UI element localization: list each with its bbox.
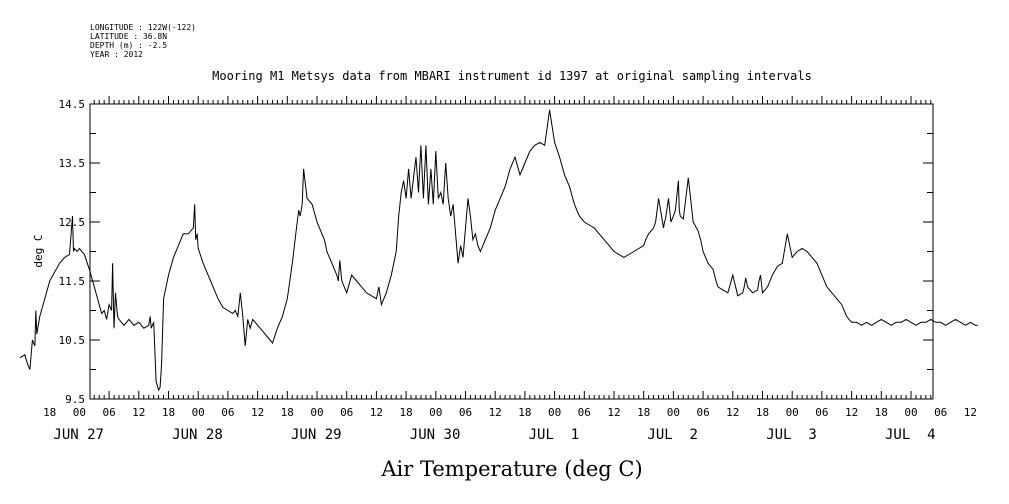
- y-tick-label: 14.5: [59, 98, 86, 111]
- x-hour-label: 18: [518, 406, 531, 419]
- x-axis-label: Air Temperature (deg C): [380, 457, 642, 481]
- metadata-block: LONGITUDE : 122W(-122) LATITUDE : 36.8N …: [90, 23, 196, 59]
- y-axis: 9.510.511.512.513.514.5: [59, 98, 933, 406]
- x-hour-label: 12: [251, 406, 264, 419]
- x-date-label: JUL 2: [647, 427, 698, 443]
- x-hour-label: 12: [370, 406, 383, 419]
- x-hour-label: 18: [281, 406, 294, 419]
- series-line: [19, 109, 978, 392]
- x-hour-label: 06: [815, 406, 828, 419]
- x-hour-label: 12: [132, 406, 145, 419]
- x-hour-label: 18: [637, 406, 650, 419]
- chart-title: Mooring M1 Metsys data from MBARI instru…: [212, 69, 812, 83]
- x-hour-label: 06: [696, 406, 709, 419]
- x-hour-label: 12: [964, 406, 977, 419]
- y-axis-label: deg C: [32, 234, 45, 267]
- x-hour-label: 00: [429, 406, 442, 419]
- x-hour-label: 06: [221, 406, 234, 419]
- longitude-text: LONGITUDE : 122W(-122): [90, 23, 196, 32]
- x-hour-label: 00: [548, 406, 561, 419]
- y-tick-label: 11.5: [59, 275, 86, 288]
- x-date-label: JUN 27: [53, 427, 104, 443]
- depth-text: DEPTH (m) : -2.5: [90, 41, 168, 50]
- y-tick-label: 13.5: [59, 157, 86, 170]
- y-tick-label: 10.5: [59, 334, 86, 347]
- x-hour-label: 18: [875, 406, 888, 419]
- x-hour-label: 06: [934, 406, 947, 419]
- x-date-label: JUN 30: [410, 427, 461, 443]
- x-hour-label: 00: [904, 406, 917, 419]
- x-date-label: JUN 28: [172, 427, 223, 443]
- x-hour-label: 06: [459, 406, 472, 419]
- x-hour-label: 06: [578, 406, 591, 419]
- x-axis: 18 00 06 12 18 00 06 12 18 00 06 12 18 00 06 12 18 00 06 12…: [43, 96, 977, 443]
- x-hour-label: 12: [489, 406, 502, 419]
- x-hour-label: 00: [73, 406, 86, 419]
- x-hour-label: 18: [756, 406, 769, 419]
- series-group: [19, 109, 978, 392]
- x-hour-label: 18: [399, 406, 412, 419]
- x-hour-label: 12: [726, 406, 739, 419]
- year-text: YEAR : 2012: [90, 50, 143, 59]
- x-hour-label: 00: [667, 406, 680, 419]
- x-date-label: JUN 29: [291, 427, 342, 443]
- y-tick-label: 9.5: [65, 393, 85, 406]
- x-date-label: JUL 4: [885, 427, 936, 443]
- x-date-label: JUL 1: [529, 427, 580, 443]
- x-hour-label: 12: [607, 406, 620, 419]
- x-hour-label: 00: [786, 406, 799, 419]
- x-hour-label: 18: [43, 406, 56, 419]
- latitude-text: LATITUDE : 36.8N: [90, 32, 168, 41]
- x-hour-label: 06: [340, 406, 353, 419]
- x-hour-label: 18: [162, 406, 175, 419]
- x-hour-label: 00: [192, 406, 205, 419]
- x-hour-label: 12: [845, 406, 858, 419]
- x-hour-label: 00: [310, 406, 323, 419]
- x-hour-label: 06: [102, 406, 115, 419]
- x-date-label: JUL 3: [766, 427, 817, 443]
